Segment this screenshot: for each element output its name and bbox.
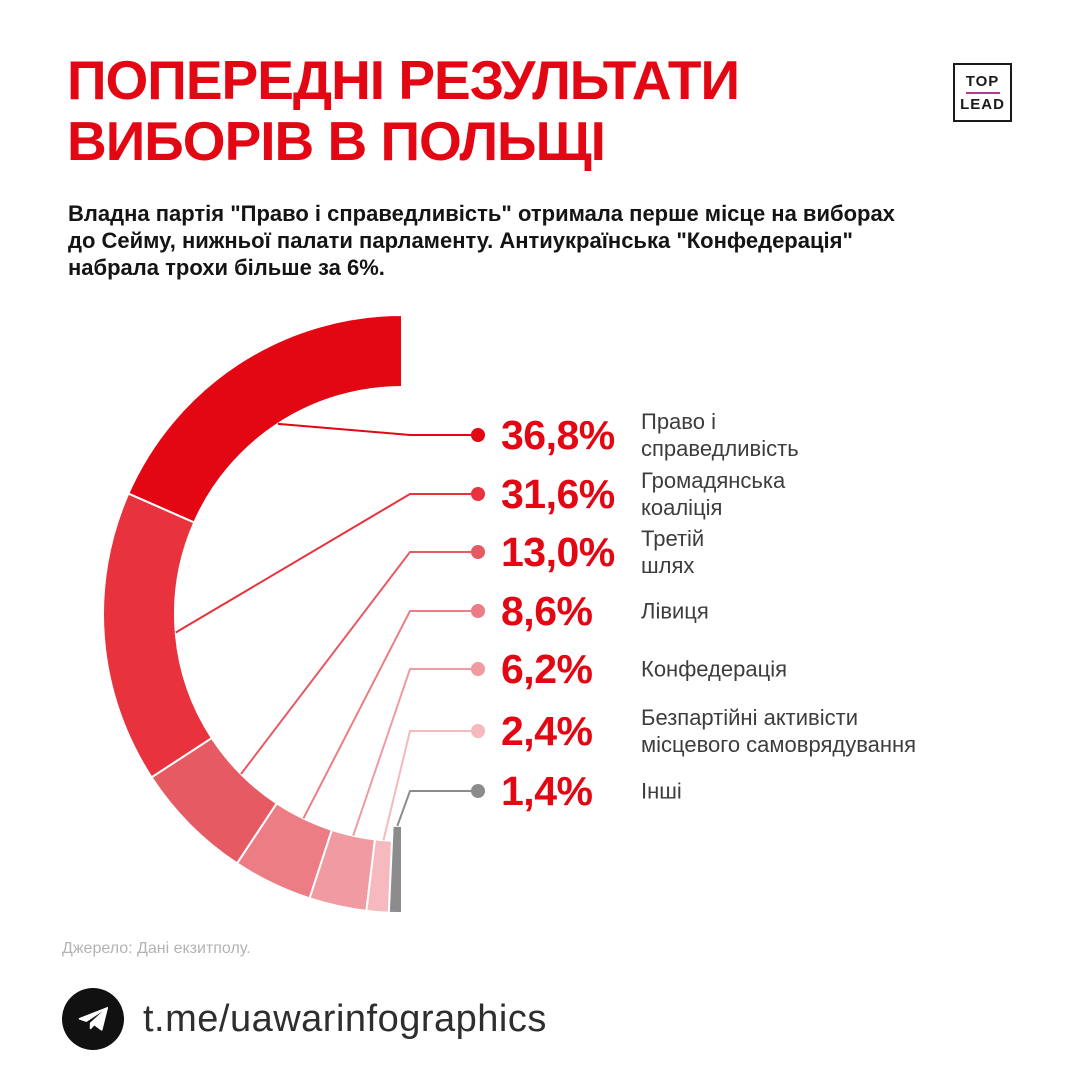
source-note: Джерело: Дані екзитполу.	[62, 940, 251, 957]
logo-lead-label: LEAD	[960, 95, 1005, 113]
value-label: 31,6%	[501, 471, 615, 517]
party-label: Право і справедливість	[641, 409, 799, 461]
page-title: ПОПЕРЕДНІ РЕЗУЛЬТАТИ ВИБОРІВ В ПОЛЬЩІ	[67, 49, 740, 172]
legend-row: 6,2% Конфедерація	[0, 641, 1080, 697]
party-label: Лівиця	[641, 598, 709, 624]
party-label: Громадянська коаліція	[641, 468, 786, 520]
legend-row: 36,8% Право і справедливість	[0, 407, 1080, 463]
logo-divider	[965, 91, 1000, 94]
value-label: 13,0%	[501, 529, 615, 575]
party-label: Безпартійні активісти місцевого самовряд…	[641, 705, 917, 757]
value-label: 36,8%	[501, 412, 615, 458]
value-label: 2,4%	[501, 708, 593, 754]
logo-top-label: TOP	[965, 72, 1000, 90]
telegram-plane-glyph	[78, 1006, 108, 1031]
telegram-icon	[62, 988, 124, 1050]
value-label: 8,6%	[501, 588, 593, 634]
party-label: Інші	[641, 778, 682, 804]
party-label: Конфедерація	[641, 656, 787, 682]
legend-row: 31,6% Громадянська коаліція	[0, 466, 1080, 522]
legend-row: 8,6% Лівиця	[0, 583, 1080, 639]
value-label: 1,4%	[501, 768, 593, 814]
telegram-handle: t.me/uawarinfographics	[143, 998, 547, 1040]
legend-row: 1,4% Інші	[0, 763, 1080, 819]
legend-row: 2,4% Безпартійні активісти місцевого само…	[0, 703, 1080, 759]
intro-paragraph: Владна партія "Право і справедливість" о…	[68, 201, 895, 280]
toplead-logo: TOP LEAD	[953, 63, 1012, 122]
legend-row: 13,0% Третій шлях	[0, 524, 1080, 580]
party-label: Третій шлях	[641, 526, 705, 578]
value-label: 6,2%	[501, 646, 593, 692]
